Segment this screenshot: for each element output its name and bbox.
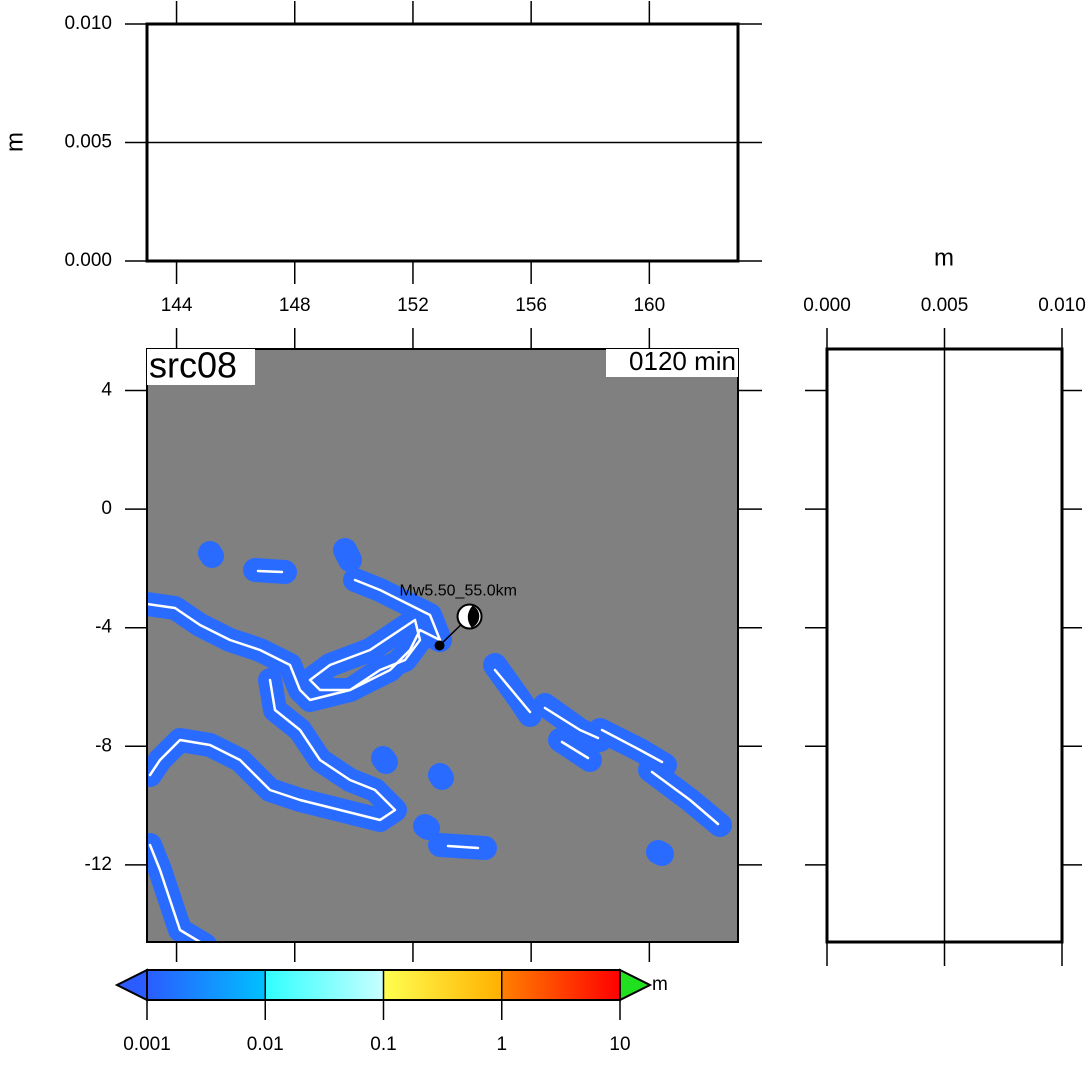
colorbar-tick-label: 1 <box>496 1034 507 1055</box>
x-tick-label: 156 <box>515 295 547 316</box>
x-tick-label: 0.010 <box>1038 295 1086 316</box>
coastline <box>147 569 720 942</box>
colorbar-under <box>114 968 148 1002</box>
colorbar-over <box>619 968 653 1002</box>
y-tick-label: -4 <box>95 617 112 638</box>
time-box <box>606 349 738 377</box>
colorbar-tick-label: 0.001 <box>123 1034 171 1055</box>
colorbar-unit: m <box>652 974 668 995</box>
y-tick-label: 0.000 <box>64 250 112 271</box>
map-frame <box>146 348 739 943</box>
colorbar-tick-label: 0.01 <box>247 1034 284 1055</box>
y-tick-label: 0.010 <box>64 13 112 34</box>
y-axis-label: m <box>1 132 28 152</box>
time-label: 0120 min <box>629 346 736 376</box>
epicenter <box>434 640 445 651</box>
x-tick-label: 0.005 <box>921 295 969 316</box>
title: src08 <box>149 345 237 386</box>
title-box <box>147 349 255 385</box>
y-tick-label: -8 <box>95 735 112 756</box>
x-tick-label: 144 <box>161 295 193 316</box>
y-tick-label: 0 <box>101 498 112 519</box>
x-tick-label: 160 <box>633 295 665 316</box>
y-tick-label: -12 <box>85 854 112 875</box>
x-axis-label: m <box>934 244 954 271</box>
y-tick-label: 4 <box>101 380 112 401</box>
x-tick-label: 0.000 <box>803 295 851 316</box>
event-label: Mw5.50_55.0km <box>400 583 517 600</box>
y-tick-label: 0.005 <box>64 132 112 153</box>
colorbar-tick-label: 10 <box>609 1034 630 1055</box>
beachball-quadrant <box>467 605 480 628</box>
coastlines <box>147 538 732 942</box>
x-tick-label: 148 <box>279 295 311 316</box>
x-tick-label: 152 <box>397 295 429 316</box>
colorbar-tick-label: 0.1 <box>370 1034 396 1055</box>
